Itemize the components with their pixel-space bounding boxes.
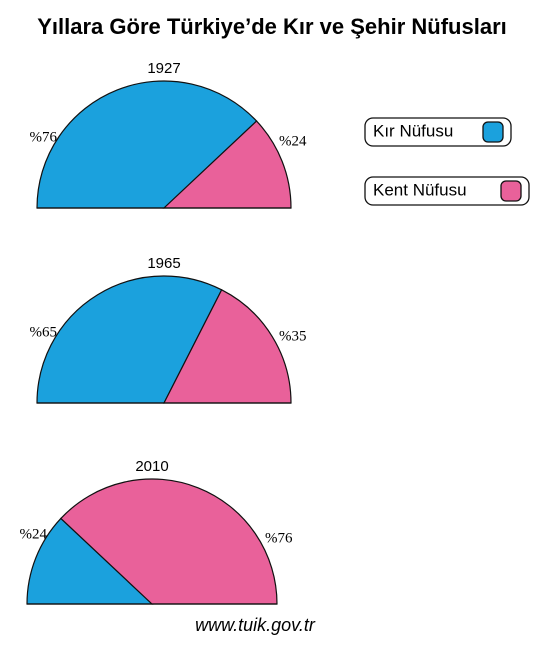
- legend-swatch: [500, 180, 522, 202]
- slice: [36, 80, 258, 209]
- slice: [26, 517, 154, 605]
- legend-box: [364, 176, 530, 206]
- legend-label: Kent Nüfusu: [373, 180, 467, 199]
- legend-swatch: [482, 121, 504, 143]
- legend-box: [364, 117, 512, 147]
- slice: [60, 478, 278, 605]
- legend-label: Kır Nüfusu: [373, 121, 453, 140]
- chart-title: 1927: [147, 60, 180, 77]
- data-label: %24: [20, 527, 48, 543]
- slice: [163, 289, 292, 404]
- source: www.tuik.gov.tr: [195, 615, 316, 635]
- data-label: %76: [30, 130, 58, 146]
- data-label: %35: [279, 328, 307, 344]
- data-label: %24: [279, 133, 307, 149]
- data-label: %76: [265, 530, 293, 546]
- slice: [162, 120, 292, 209]
- chart-title: 2010: [135, 458, 168, 475]
- chart-title: 1965: [147, 255, 180, 272]
- data-label: %65: [30, 325, 58, 341]
- slice: [36, 275, 223, 404]
- page-title: Yıllara Göre Türkiye’de Kır ve Şehir Nüf…: [37, 14, 507, 39]
